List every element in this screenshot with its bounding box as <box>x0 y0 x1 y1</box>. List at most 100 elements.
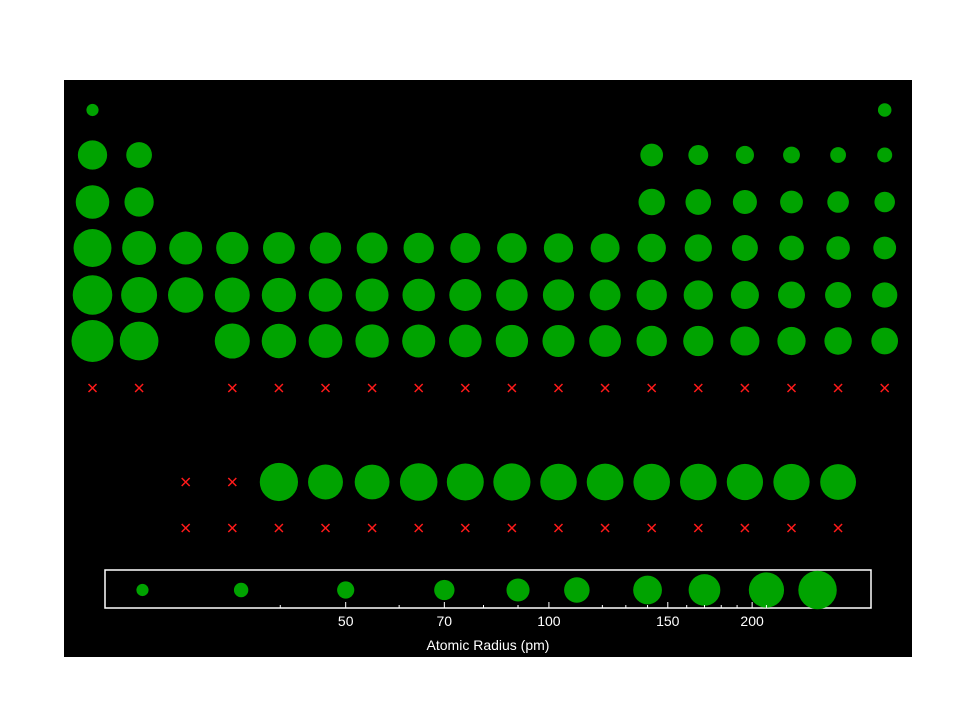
element-bubble <box>732 189 757 215</box>
element-bubble <box>216 231 249 265</box>
element-bubble <box>683 280 713 310</box>
legend-bubble <box>136 583 149 597</box>
element-bubble <box>167 277 204 313</box>
element-bubble <box>636 279 667 311</box>
legend-axis: 50 70 100 150 200 <box>279 602 767 629</box>
element-bubble <box>542 279 575 311</box>
tick-label: 200 <box>740 613 764 629</box>
element-bubble <box>730 326 760 356</box>
missing-data-mark <box>693 523 703 533</box>
element-bubble <box>684 234 712 262</box>
element-bubble <box>262 232 295 264</box>
tick-label: 100 <box>537 613 561 629</box>
element-bubble <box>124 187 154 217</box>
element-bubble <box>261 277 297 313</box>
missing-data-mark <box>367 383 377 393</box>
element-bubble <box>86 103 99 117</box>
element-bubble <box>731 235 758 261</box>
legend-bubble <box>798 570 837 610</box>
missing-data-mark <box>320 383 331 393</box>
legend-bubble <box>564 577 590 603</box>
missing-data-mark <box>507 523 517 533</box>
element-bubble <box>640 143 664 167</box>
element-bubble <box>825 281 852 309</box>
element-bubble <box>633 463 670 501</box>
element-bubble <box>877 147 893 163</box>
element-bubble <box>121 277 158 313</box>
element-bubble <box>826 236 850 260</box>
missing-data-mark <box>227 383 237 393</box>
missing-data-mark <box>786 523 797 533</box>
element-bubble <box>446 463 484 501</box>
missing-data-mark <box>693 383 703 393</box>
element-bubble <box>497 233 527 263</box>
element-bubble <box>783 146 800 164</box>
element-bubble <box>873 236 897 260</box>
element-bubble <box>72 275 113 315</box>
element-bubble <box>827 191 849 213</box>
missing-data-mark <box>460 383 470 393</box>
element-bubble <box>403 232 434 264</box>
element-bubble <box>638 188 665 216</box>
element-bubble <box>874 191 895 213</box>
element-bubble <box>169 231 203 265</box>
element-bubble <box>779 235 804 261</box>
element-bubble <box>308 278 343 312</box>
f-block-bubbles <box>181 462 857 533</box>
element-bubble <box>542 324 575 358</box>
missing-data-mark <box>460 523 470 533</box>
element-bubble <box>680 463 717 501</box>
element-bubble <box>402 324 436 358</box>
element-bubble <box>589 325 622 357</box>
element-bubble <box>780 190 803 214</box>
missing-data-mark <box>414 523 424 533</box>
element-bubble <box>308 324 343 358</box>
element-bubble <box>871 327 899 355</box>
element-bubble <box>495 324 529 358</box>
element-bubble <box>309 232 342 264</box>
legend-bubble <box>506 578 530 602</box>
tick-label: 150 <box>656 613 680 629</box>
legend-bubble <box>233 582 249 598</box>
element-bubble <box>589 279 621 311</box>
element-bubble <box>308 464 343 500</box>
element-bubble <box>450 233 481 263</box>
legend-bubble <box>633 575 662 605</box>
missing-data-mark <box>833 523 843 533</box>
missing-data-mark <box>740 383 750 393</box>
element-bubble <box>777 326 806 356</box>
missing-data-mark <box>181 477 191 487</box>
element-bubble <box>778 281 805 309</box>
element-bubble <box>543 233 574 263</box>
element-bubble <box>356 232 388 264</box>
element-bubble <box>214 323 250 359</box>
missing-data-mark <box>647 523 657 533</box>
missing-data-mark <box>507 383 517 393</box>
element-bubble <box>399 463 438 501</box>
legend-bubble <box>748 572 785 608</box>
element-bubble <box>636 325 667 357</box>
plot-background <box>64 80 912 657</box>
missing-data-mark <box>553 523 564 533</box>
element-bubble <box>214 277 250 313</box>
element-bubble <box>119 321 159 361</box>
missing-data-mark <box>320 523 331 533</box>
element-bubble <box>259 462 299 502</box>
missing-data-mark <box>274 523 284 533</box>
element-bubble <box>820 464 857 500</box>
element-bubble <box>824 327 852 355</box>
missing-data-mark <box>414 383 424 393</box>
legend-frame <box>104 569 872 609</box>
element-bubble <box>726 463 764 501</box>
main-table-bubbles <box>71 103 899 393</box>
missing-data-mark <box>134 383 144 393</box>
missing-data-mark <box>600 523 610 533</box>
element-bubble <box>449 279 482 311</box>
legend-bubbles <box>136 570 837 610</box>
element-bubble <box>683 325 714 357</box>
element-bubble <box>77 140 108 170</box>
element-bubble <box>688 145 709 165</box>
missing-data-mark <box>181 523 191 533</box>
missing-data-mark <box>553 383 564 393</box>
